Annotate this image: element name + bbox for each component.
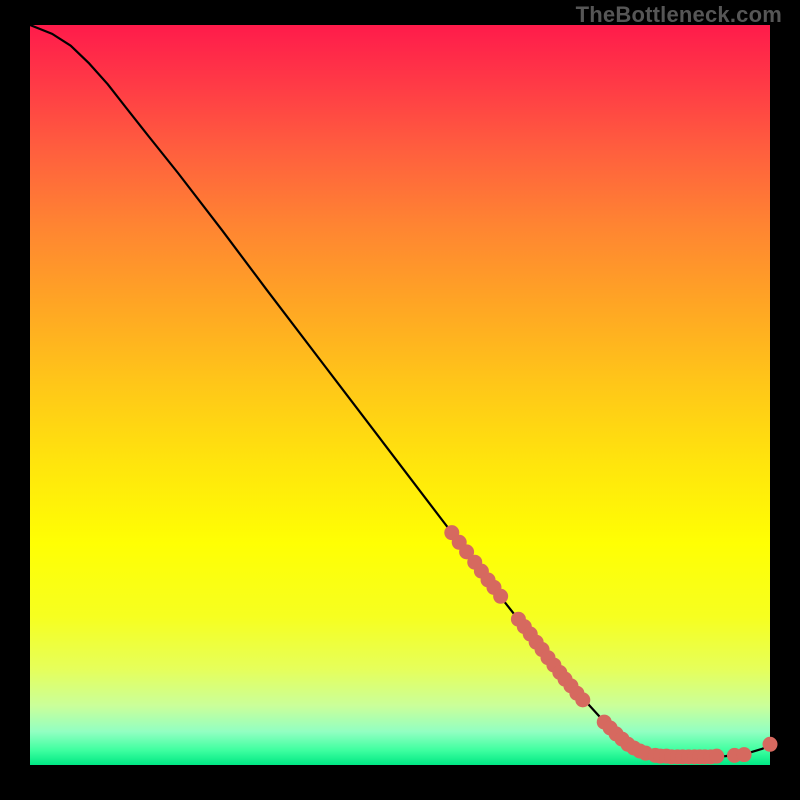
marker-dot <box>493 589 508 604</box>
watermark-label: TheBottleneck.com <box>576 2 782 28</box>
marker-dot <box>763 737 778 752</box>
plot-background <box>30 25 770 765</box>
marker-dot <box>575 692 590 707</box>
marker-dot <box>737 747 752 762</box>
bottleneck-chart <box>0 0 800 800</box>
marker-dot <box>709 749 724 764</box>
chart-container: TheBottleneck.com <box>0 0 800 800</box>
